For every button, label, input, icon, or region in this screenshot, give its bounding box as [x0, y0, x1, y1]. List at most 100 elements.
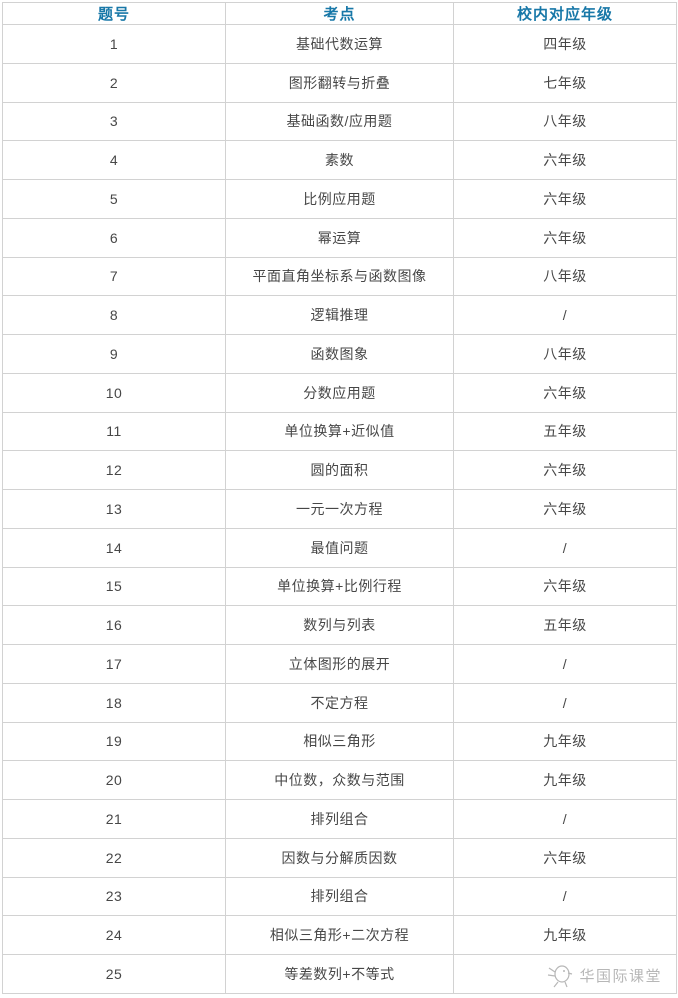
- topic-cell: 分数应用题: [225, 372, 454, 413]
- question-number-cell: 6: [2, 217, 226, 258]
- topic-cell: 数列与列表: [225, 605, 454, 645]
- grade-cell: /: [453, 876, 677, 917]
- table-row: 13 一元一次方程 六年级: [2, 489, 677, 529]
- grade-cell: 六年级: [453, 140, 677, 180]
- table-header: 题号 考点 校内对应年级: [2, 2, 677, 25]
- grade-cell: [453, 954, 677, 994]
- table-row: 15 单位换算+比例行程 六年级: [2, 566, 677, 607]
- topic-cell: 排列组合: [225, 799, 454, 839]
- topic-cell: 比例应用题: [225, 179, 454, 219]
- topic-cell: 函数图象: [225, 334, 454, 374]
- grade-cell: 八年级: [453, 256, 677, 297]
- header-row: 题号 考点 校内对应年级: [2, 2, 677, 25]
- table-row: 25 等差数列+不等式: [2, 954, 677, 994]
- table-row: 1 基础代数运算 四年级: [2, 24, 677, 64]
- grade-cell: /: [453, 682, 677, 723]
- question-number-cell: 2: [2, 62, 226, 103]
- question-number-cell: 14: [2, 527, 226, 568]
- question-number-cell: 4: [2, 140, 226, 180]
- table-row: 18 不定方程 /: [2, 682, 677, 723]
- table-row: 16 数列与列表 五年级: [2, 605, 677, 645]
- grade-cell: 六年级: [453, 217, 677, 258]
- question-number-cell: 9: [2, 334, 226, 374]
- header-grade: 校内对应年级: [453, 2, 677, 25]
- table-row: 24 相似三角形+二次方程 九年级: [2, 915, 677, 955]
- table-row: 11 单位换算+近似值 五年级: [2, 411, 677, 452]
- topic-cell: 圆的面积: [225, 450, 454, 490]
- table-row: 22 因数与分解质因数 六年级: [2, 837, 677, 878]
- topic-cell: 等差数列+不等式: [225, 954, 454, 994]
- grade-cell: /: [453, 295, 677, 335]
- question-number-cell: 3: [2, 101, 226, 142]
- grade-cell: /: [453, 799, 677, 839]
- table-row: 4 素数 六年级: [2, 140, 677, 180]
- grade-cell: 六年级: [453, 489, 677, 529]
- table-row: 7 平面直角坐标系与函数图像 八年级: [2, 256, 677, 297]
- topic-cell: 图形翻转与折叠: [225, 62, 454, 103]
- question-number-cell: 11: [2, 411, 226, 452]
- question-number-cell: 10: [2, 372, 226, 413]
- table-row: 20 中位数，众数与范围 九年级: [2, 760, 677, 800]
- table-row: 21 排列组合 /: [2, 799, 677, 839]
- table-row: 6 幂运算 六年级: [2, 217, 677, 258]
- question-number-cell: 21: [2, 799, 226, 839]
- question-number-cell: 23: [2, 876, 226, 917]
- grade-cell: 九年级: [453, 760, 677, 800]
- topic-cell: 基础函数/应用题: [225, 101, 454, 142]
- question-number-cell: 15: [2, 566, 226, 607]
- header-question-number: 题号: [2, 2, 226, 25]
- question-number-cell: 22: [2, 837, 226, 878]
- question-number-cell: 16: [2, 605, 226, 645]
- table-row: 14 最值问题 /: [2, 527, 677, 568]
- topic-cell: 中位数，众数与范围: [225, 760, 454, 800]
- question-number-cell: 7: [2, 256, 226, 297]
- table-row: 19 相似三角形 九年级: [2, 721, 677, 762]
- grade-cell: 九年级: [453, 721, 677, 762]
- topic-cell: 平面直角坐标系与函数图像: [225, 256, 454, 297]
- question-number-cell: 20: [2, 760, 226, 800]
- question-number-cell: 8: [2, 295, 226, 335]
- question-number-cell: 18: [2, 682, 226, 723]
- grade-cell: 六年级: [453, 372, 677, 413]
- topic-cell: 单位换算+比例行程: [225, 566, 454, 607]
- topic-cell: 幂运算: [225, 217, 454, 258]
- table-row: 17 立体图形的展开 /: [2, 644, 677, 684]
- grade-cell: 七年级: [453, 62, 677, 103]
- table-row: 8 逻辑推理 /: [2, 295, 677, 335]
- table-row: 9 函数图象 八年级: [2, 334, 677, 374]
- grade-cell: 五年级: [453, 605, 677, 645]
- grade-cell: 八年级: [453, 101, 677, 142]
- topic-cell: 素数: [225, 140, 454, 180]
- grade-cell: 九年级: [453, 915, 677, 955]
- grade-cell: 四年级: [453, 24, 677, 64]
- table-body: 1 基础代数运算 四年级 2 图形翻转与折叠 七年级 3 基础函数/应用题 八年…: [2, 24, 677, 994]
- topic-cell: 相似三角形: [225, 721, 454, 762]
- question-number-cell: 1: [2, 24, 226, 64]
- header-topic: 考点: [225, 2, 454, 25]
- topic-cell: 立体图形的展开: [225, 644, 454, 684]
- topic-cell: 相似三角形+二次方程: [225, 915, 454, 955]
- topic-cell: 不定方程: [225, 682, 454, 723]
- question-number-cell: 19: [2, 721, 226, 762]
- table-row: 2 图形翻转与折叠 七年级: [2, 62, 677, 103]
- table-row: 5 比例应用题 六年级: [2, 179, 677, 219]
- table-row: 12 圆的面积 六年级: [2, 450, 677, 490]
- table-row: 3 基础函数/应用题 八年级: [2, 101, 677, 142]
- question-number-cell: 24: [2, 915, 226, 955]
- grade-cell: /: [453, 527, 677, 568]
- question-number-cell: 5: [2, 179, 226, 219]
- table-row: 23 排列组合 /: [2, 876, 677, 917]
- grade-cell: 六年级: [453, 450, 677, 490]
- topic-cell: 排列组合: [225, 876, 454, 917]
- question-number-cell: 12: [2, 450, 226, 490]
- grade-cell: /: [453, 644, 677, 684]
- grade-cell: 八年级: [453, 334, 677, 374]
- grade-cell: 六年级: [453, 179, 677, 219]
- grade-cell: 六年级: [453, 566, 677, 607]
- topic-cell: 逻辑推理: [225, 295, 454, 335]
- topic-cell: 单位换算+近似值: [225, 411, 454, 452]
- topic-cell: 一元一次方程: [225, 489, 454, 529]
- question-number-cell: 13: [2, 489, 226, 529]
